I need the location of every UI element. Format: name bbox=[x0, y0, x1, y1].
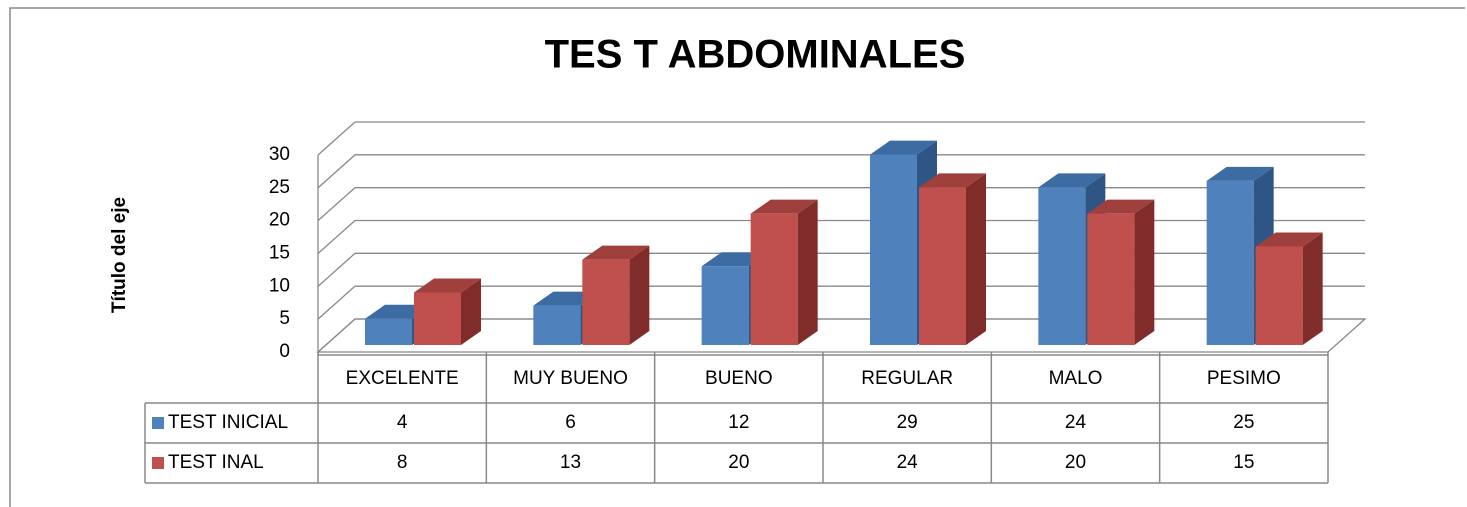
legend-label: TEST INICIAL bbox=[168, 412, 288, 433]
bar bbox=[701, 266, 749, 345]
legend-swatch bbox=[152, 457, 164, 469]
bar-top bbox=[1255, 232, 1323, 247]
bar bbox=[414, 292, 461, 345]
bar-top bbox=[870, 140, 937, 155]
table-value: 24 bbox=[897, 452, 919, 473]
bar-top bbox=[1206, 166, 1274, 181]
bar bbox=[1087, 213, 1135, 345]
table-value: 4 bbox=[397, 412, 408, 433]
bar-top bbox=[582, 245, 650, 260]
table-value: 20 bbox=[728, 452, 749, 473]
bar-side bbox=[1302, 232, 1323, 345]
table-value: 6 bbox=[565, 412, 576, 433]
legend-label: TEST INAL bbox=[168, 452, 264, 473]
bar-side bbox=[461, 278, 481, 345]
y-tick-label: 0 bbox=[279, 341, 290, 362]
y-tick-label: 5 bbox=[279, 308, 290, 329]
bar-side bbox=[629, 245, 650, 345]
table-value: 24 bbox=[1065, 412, 1087, 433]
bar bbox=[1206, 180, 1254, 345]
y-tick-label: 25 bbox=[269, 177, 290, 198]
table-value: 20 bbox=[1065, 452, 1086, 473]
grid-line bbox=[317, 252, 1365, 287]
x-tick-label: PESIMO bbox=[1207, 368, 1281, 389]
grid-line bbox=[317, 318, 1365, 353]
grid-line bbox=[317, 187, 1365, 222]
x-tick-label: MALO bbox=[1049, 368, 1103, 389]
chart-border bbox=[9, 7, 1465, 507]
bar-side bbox=[1134, 199, 1155, 345]
x-tick-label: EXCELENTE bbox=[346, 368, 459, 389]
bar-side bbox=[966, 173, 986, 345]
bar bbox=[870, 154, 917, 345]
bar-top bbox=[750, 199, 818, 214]
y-axis-title: Título del eje bbox=[109, 197, 130, 313]
y-tick-label: 20 bbox=[269, 210, 290, 231]
x-tick-label: REGULAR bbox=[861, 368, 953, 389]
table-value: 8 bbox=[397, 452, 408, 473]
bar-top bbox=[414, 278, 481, 293]
bar bbox=[919, 187, 966, 345]
y-tick-label: 30 bbox=[269, 144, 290, 165]
bar bbox=[533, 305, 581, 345]
chart-title: TES T ABDOMINALES bbox=[545, 33, 966, 77]
bar bbox=[1255, 246, 1303, 345]
bar bbox=[582, 259, 630, 345]
table-value: 29 bbox=[897, 412, 918, 433]
bar-top bbox=[1087, 199, 1155, 214]
bar bbox=[1038, 187, 1086, 345]
bar-top bbox=[1038, 173, 1106, 188]
x-tick-label: MUY BUENO bbox=[513, 368, 628, 389]
x-tick-label: BUENO bbox=[705, 368, 773, 389]
table-value: 15 bbox=[1233, 452, 1254, 473]
bar-top bbox=[919, 173, 986, 188]
grid-line bbox=[317, 219, 1365, 254]
grid-line bbox=[317, 121, 1365, 156]
grid-line bbox=[317, 285, 1365, 320]
table-value: 25 bbox=[1233, 412, 1254, 433]
y-tick-label: 10 bbox=[269, 275, 290, 296]
grid-line bbox=[317, 154, 1365, 189]
legend-swatch bbox=[152, 417, 164, 429]
table-value: 13 bbox=[560, 452, 581, 473]
y-tick-label: 15 bbox=[269, 243, 290, 264]
bar bbox=[365, 318, 412, 345]
table-value: 12 bbox=[728, 412, 749, 433]
bar bbox=[750, 213, 798, 345]
bar-side bbox=[797, 199, 818, 345]
